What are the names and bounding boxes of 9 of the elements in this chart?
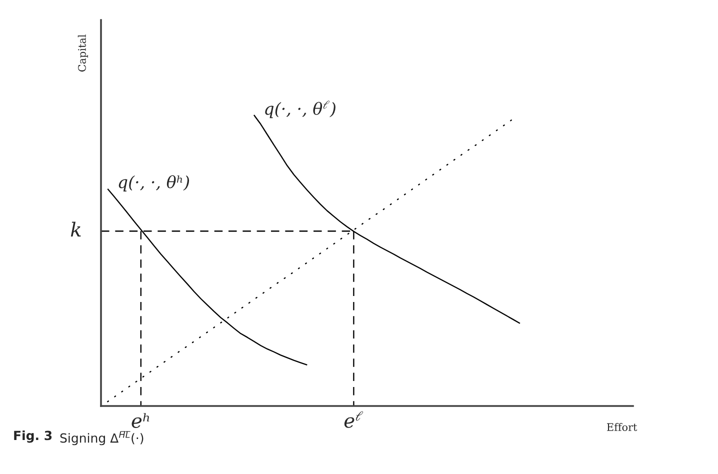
x-tick-label: eʰ: [132, 413, 150, 428]
text: Signing Δ$^{H̅L̅}$(·): [60, 431, 144, 446]
x-tick-label: e$^{ℓ}$: [344, 411, 364, 428]
ref-line-label: k: [70, 222, 81, 236]
y-axis-title: Capital: [78, 34, 88, 72]
x-axis-title: Effort: [607, 422, 638, 432]
caption: Fig. 3: [14, 430, 52, 443]
series-label: q(·, ·, θ$^{ℓ}$): [265, 100, 336, 118]
series-label: q(·, ·, θʰ): [118, 175, 190, 192]
